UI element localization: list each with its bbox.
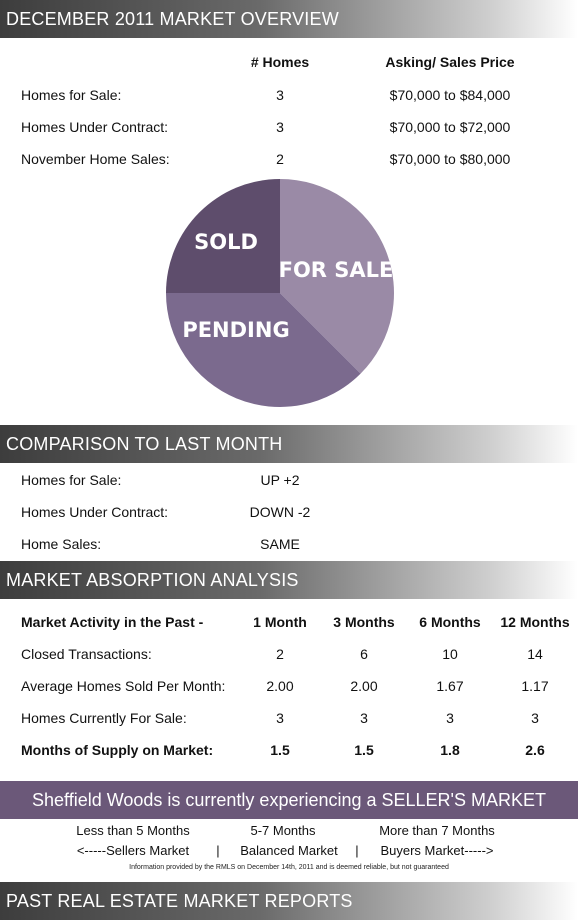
comparison-row-label: Homes for Sale: [21, 472, 122, 488]
col-header-price: Asking/ Sales Price [385, 54, 515, 70]
pie-slice-pending [166, 293, 361, 407]
market-status-banner: Sheffield Woods is currently experiencin… [0, 781, 578, 819]
absorption-row-label: Average Homes Sold Per Month: [21, 678, 226, 694]
absorption-cell: 1.8 [440, 742, 460, 758]
pie-label-sold: SOLD [194, 230, 258, 254]
absorption-row-label: Homes Currently For Sale: [21, 710, 187, 726]
overview-row-label: Homes Under Contract: [21, 119, 169, 135]
absorption-cell: 3 [276, 710, 284, 726]
legend-separator: | [355, 843, 359, 858]
legend-buyers-range: More than 7 Months [379, 823, 495, 838]
data-source-note: Information provided by the RMLS on Dece… [129, 864, 449, 871]
legend-sellers-label: <-----Sellers Market [76, 843, 190, 858]
absorption-cell: 1.5 [270, 742, 290, 758]
overview-row-homes: 2 [276, 151, 284, 167]
pie-slice-sold [166, 179, 280, 293]
absorption-cell: 3 [446, 710, 454, 726]
absorption-col-6-months: 6 Months [419, 614, 481, 630]
market-overview-header: DECEMBER 2011 MARKET OVERVIEW [0, 0, 578, 38]
legend-sellers-range: Less than 5 Months [76, 823, 190, 838]
absorption-cell: 1.17 [521, 678, 549, 694]
absorption-cell: 6 [360, 646, 368, 662]
pie-label-pending: PENDING [182, 318, 289, 342]
pie-label-for-sale: FOR SALE [279, 258, 394, 282]
overview-row-price: $70,000 to $80,000 [389, 151, 511, 167]
comparison-row-value: UP +2 [260, 472, 300, 488]
absorption-cell: 1.5 [354, 742, 374, 758]
overview-row-price: $70,000 to $72,000 [389, 119, 511, 135]
absorption-row-label: Months of Supply on Market: [21, 742, 214, 758]
absorption-col-3-months: 3 Months [333, 614, 395, 630]
absorption-col-12-months: 12 Months [500, 614, 570, 630]
absorption-cell: 3 [531, 710, 539, 726]
absorption-cell: 2.00 [350, 678, 378, 694]
overview-row-homes: 3 [276, 119, 284, 135]
comparison-row-label: Homes Under Contract: [21, 504, 169, 520]
absorption-cell: 1.67 [436, 678, 464, 694]
past-reports-header: PAST REAL ESTATE MARKET REPORTS [0, 882, 578, 920]
legend-balanced-range: 5-7 Months [250, 823, 316, 838]
absorption-header-label: Market Activity in the Past - [21, 614, 204, 630]
comparison-row-value: DOWN -2 [249, 504, 311, 520]
legend-buyers-label: Buyers Market-----> [380, 843, 494, 858]
absorption-cell: 14 [527, 646, 543, 662]
absorption-header: MARKET ABSORPTION ANALYSIS [0, 561, 578, 599]
overview-row-homes: 3 [276, 87, 284, 103]
absorption-cell: 2.6 [525, 742, 545, 758]
absorption-col-1-month: 1 Month [253, 614, 307, 630]
comparison-header: COMPARISON TO LAST MONTH [0, 425, 578, 463]
absorption-cell: 2.00 [266, 678, 294, 694]
overview-row-label: November Home Sales: [21, 151, 170, 167]
col-header-homes: # Homes [250, 54, 310, 70]
legend-separator: | [216, 843, 220, 858]
absorption-row-label: Closed Transactions: [21, 646, 152, 662]
overview-row-label: Homes for Sale: [21, 87, 122, 103]
absorption-cell: 3 [360, 710, 368, 726]
legend-balanced-label: Balanced Market [240, 843, 338, 858]
absorption-cell: 10 [442, 646, 458, 662]
listing-status-pie-chart: FOR SALE PENDING SOLD [166, 179, 394, 407]
comparison-row-value: SAME [260, 536, 300, 552]
comparison-row-label: Home Sales: [21, 536, 102, 552]
pie-slice-for-sale [280, 179, 394, 374]
overview-row-price: $70,000 to $84,000 [389, 87, 511, 103]
absorption-cell: 2 [276, 646, 284, 662]
